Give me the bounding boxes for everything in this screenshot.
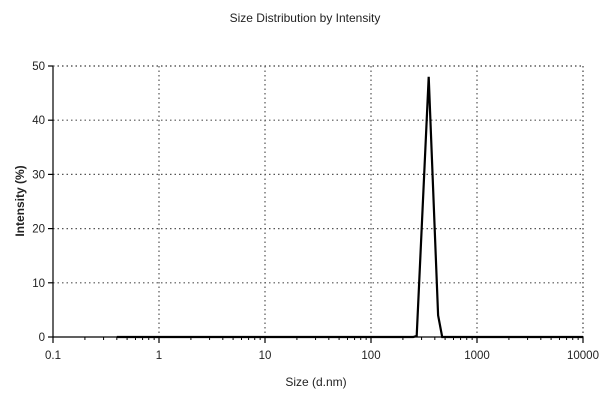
chart-title: Size Distribution by Intensity — [230, 11, 381, 25]
series-line — [116, 76, 583, 339]
y-tick-label: 50 — [32, 61, 45, 73]
x-tick-label: 10000 — [567, 350, 599, 362]
y-tick-label: 30 — [32, 169, 45, 181]
minor-ticks — [84, 337, 579, 340]
y-tick-label: 40 — [32, 115, 45, 127]
x-tick-label: 1000 — [464, 350, 490, 362]
ticks: 0.1 1 10 100 1000 10000 0 10 20 30 40 50 — [32, 61, 599, 362]
x-tick-label: 10 — [259, 350, 272, 362]
x-axis-label: Size (d.nm) — [285, 375, 346, 389]
y-tick-label: 0 — [39, 332, 45, 344]
axes — [52, 65, 584, 338]
x-tick-label: 1 — [156, 350, 162, 362]
series — [116, 76, 583, 339]
x-tick-label: 100 — [361, 350, 380, 362]
x-tick-label: 0.1 — [45, 350, 61, 362]
y-tick-label: 10 — [32, 278, 45, 290]
y-axis-label: Intensity (%) — [13, 165, 27, 236]
grid — [53, 65, 584, 337]
y-tick-label: 20 — [32, 224, 45, 236]
